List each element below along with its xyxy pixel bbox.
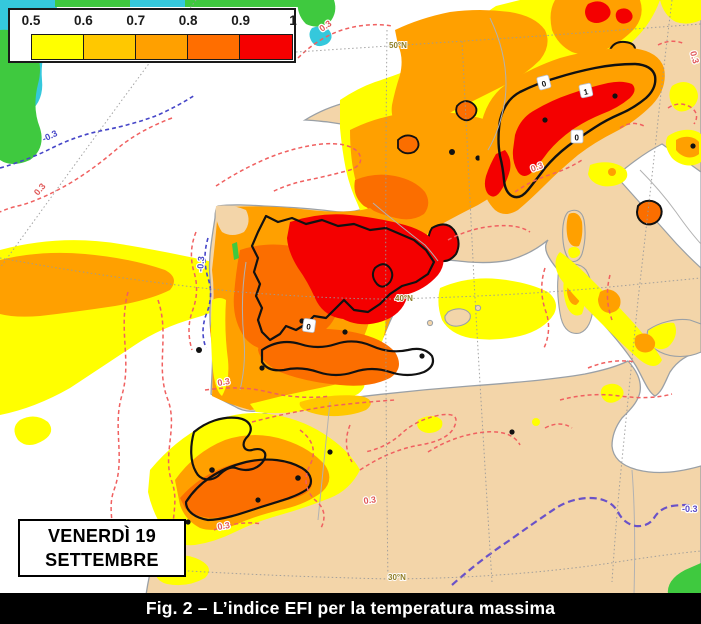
lat-50n-label: 50°N — [389, 41, 407, 50]
contour-tag-one: 1 — [583, 87, 590, 97]
contour-label-03: 0.3 — [217, 376, 231, 388]
legend-cell-08-09 — [187, 34, 241, 60]
negative-contours-dashed — [0, 94, 697, 586]
legend-tick: 1 — [289, 13, 297, 28]
legend-tick: 0.9 — [231, 13, 250, 28]
iberia-efi-blobs — [196, 205, 444, 414]
legend-cell-06-07 — [83, 34, 137, 60]
legend-tick: 0.7 — [126, 13, 146, 28]
legend-cell-05-06 — [31, 34, 85, 60]
graticule — [0, 0, 701, 583]
italy-efi-patches — [555, 129, 701, 366]
legend-tick: 0.5 — [21, 13, 41, 28]
contour-label-03: 0.3 — [217, 520, 231, 532]
contour-label-neg03: -0.3 — [682, 504, 698, 514]
date-box: VENERDÌ 19 SETTEMBRE — [18, 519, 186, 577]
green-efi-patch — [667, 563, 701, 595]
contour-label-03: 0.3 — [363, 494, 377, 506]
contour-tag-zero: 0 — [541, 79, 548, 89]
date-line1: VENERDÌ 19 — [47, 526, 157, 546]
country-borders — [239, 17, 701, 595]
weather-map: 50°N 40°N 30°N 0.3 0.3 0.3 0.3 0.3 0.3 0… — [0, 0, 701, 595]
menorca — [474, 304, 482, 312]
lat-30n-label: 30°N — [388, 573, 406, 582]
contour-tag-zero: 0 — [306, 322, 312, 332]
legend-tick: 0.8 — [178, 13, 198, 28]
graticule-labels: 50°N 40°N 30°N — [387, 40, 414, 583]
contour-tag-zero: 0 — [575, 134, 580, 143]
caption-bar: Fig. 2 – L’indice EFI per la temperatura… — [0, 593, 701, 624]
legend-cell-09-1 — [239, 34, 293, 60]
efi-legend: 0.5 0.6 0.7 0.8 0.9 1 — [8, 8, 297, 63]
legend-tick: 0.6 — [74, 13, 93, 28]
legend-cell-07-08 — [135, 34, 189, 60]
positive-contours-dashed — [0, 23, 698, 553]
mallorca — [444, 308, 471, 327]
lat-40n-label: 40°N — [395, 294, 413, 303]
date-line2: SETTEMBRE — [45, 550, 159, 570]
contour-label-neg03: -0.3 — [195, 256, 206, 272]
legend-color-bar — [31, 34, 293, 60]
ibiza — [426, 319, 434, 327]
figure-caption: Fig. 2 – L’indice EFI per la temperatura… — [145, 598, 556, 618]
morocco-efi-blobs — [148, 412, 360, 586]
contour-tags: 0 1 0 0 — [302, 74, 594, 333]
